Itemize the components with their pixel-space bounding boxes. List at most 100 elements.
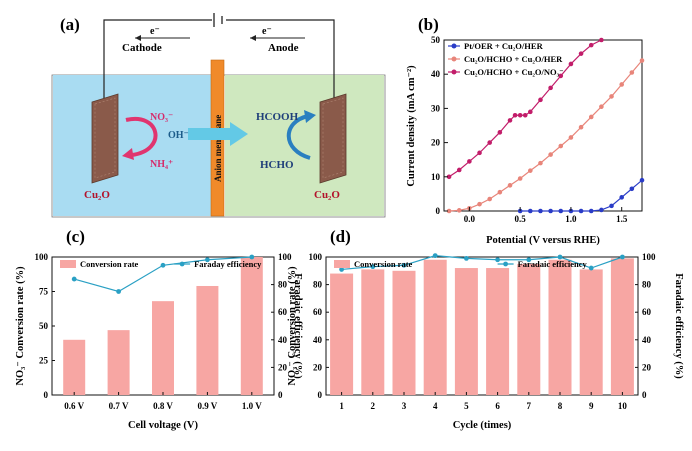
y-tick-label-c: 75 <box>39 287 49 297</box>
anode-label: Anode <box>268 42 299 54</box>
x-tick-label-d: 3 <box>402 401 407 411</box>
data-point-b-2 <box>599 104 604 109</box>
anode-electrode <box>319 93 347 184</box>
legend-marker-b-1 <box>451 43 457 49</box>
data-point-b-3 <box>522 112 528 118</box>
y-tick-label-c: 100 <box>35 252 49 262</box>
x-tick-label-d: 2 <box>371 401 376 411</box>
x-tick-label-d: 5 <box>464 401 469 411</box>
legend-line-marker-d <box>503 261 508 267</box>
fe-line-d <box>341 255 623 271</box>
y-axis-label-c: NO₃⁻ Conversion rate (%) <box>15 266 26 386</box>
data-point-b-2 <box>487 196 492 202</box>
bar-d-5 <box>454 268 478 395</box>
oh-flux-arrow <box>188 128 230 140</box>
fe-point-c-5 <box>249 254 255 260</box>
data-point-b-2 <box>629 70 635 75</box>
y2-tick-label-c: 80 <box>278 280 288 290</box>
panel-c-chart: 0.6 V 0.7 V 0.8 V 0.9 V 1.0 V 0 25 50 75 100 0 20 40… <box>15 252 303 431</box>
bar-d-8 <box>548 259 572 395</box>
bar-c-2 <box>107 330 130 395</box>
data-point-b-3 <box>599 37 604 43</box>
y2-tick-label-c: 0 <box>278 390 283 400</box>
y-tick-label-b: 10 <box>431 172 441 182</box>
panel-label-a: (a) <box>60 15 80 34</box>
fe-point-c-3 <box>160 262 166 268</box>
y-tick-label-b: 50 <box>431 35 441 45</box>
electron-label-left: e⁻ <box>150 26 160 37</box>
data-point-b-2 <box>507 183 513 188</box>
oh-label: OH⁻ <box>168 130 189 141</box>
bar-d-2 <box>361 269 385 395</box>
plot-frame-b <box>443 39 643 212</box>
anode-chamber <box>225 75 384 216</box>
panel-a-schematic: Anion membrane e⁻ e⁻ Cathode Anode Cu₂O … <box>51 13 386 218</box>
data-point-b-3 <box>538 97 543 103</box>
plot-frame-d <box>325 256 639 396</box>
bar-d-3 <box>392 270 416 395</box>
data-point-b-3 <box>497 130 503 135</box>
panel-b-chart: 0.0 0.5 1.0 1.5 0 10 20 30 40 50 Pt/OER + Cu₂O/HE… <box>406 35 645 246</box>
data-point-b-1 <box>639 177 645 183</box>
data-point-b-3 <box>446 174 452 180</box>
y-tick-label-d: 80 <box>313 280 323 290</box>
x-tick-label-d: 7 <box>527 401 532 411</box>
legend-bar-swatch-d <box>334 260 350 268</box>
bar-d-6 <box>486 268 510 395</box>
y-tick-label-c: 0 <box>44 390 49 400</box>
x-tick-label-d: 10 <box>618 401 628 411</box>
x-tick-label-c: 0.8 V <box>153 401 173 411</box>
data-point-b-2 <box>568 135 574 140</box>
y2-axis-label-d: Faradaic efficiency (%) <box>673 273 684 379</box>
data-point-b-1 <box>599 207 604 213</box>
fe-point-c-1 <box>71 276 77 282</box>
data-point-b-1 <box>558 208 564 214</box>
data-point-b-1 <box>578 208 584 214</box>
legend-bar-label-d: Conversion rate <box>354 259 413 269</box>
fe-point-d-9 <box>588 265 594 271</box>
y-tick-label-d: 100 <box>309 252 323 262</box>
bar-d-10 <box>610 258 634 395</box>
electron-arrowhead-left <box>135 35 141 41</box>
legend-marker-b-2 <box>451 56 457 62</box>
y2-tick-label-c: 20 <box>278 362 288 372</box>
cathode-label: Cathode <box>122 42 162 54</box>
data-point-b-2 <box>588 114 594 120</box>
data-point-b-3 <box>467 159 472 164</box>
fe-point-d-8 <box>557 254 563 260</box>
x-tick-label-c: 1.0 V <box>242 401 262 411</box>
data-point-b-2 <box>639 58 645 63</box>
data-point-b-2 <box>477 201 482 207</box>
data-point-b-2 <box>517 176 523 181</box>
data-point-b-2 <box>548 152 553 157</box>
x-tick-label-d: 4 <box>433 401 438 411</box>
data-point-b-3 <box>507 118 513 123</box>
bar-d-1 <box>330 273 354 395</box>
data-point-b-3 <box>512 112 518 118</box>
x-tick-label-c: 0.6 V <box>64 401 84 411</box>
x-tick-label-b: 1.0 <box>565 214 577 224</box>
data-point-b-1 <box>548 208 553 214</box>
data-point-b-3 <box>568 61 574 67</box>
x-axis-label-d: Cycle (times) <box>453 420 512 431</box>
x-axis-label-b: Potential (V versus RHE) <box>486 235 600 246</box>
cathode-electrode <box>91 93 119 184</box>
y2-tick-label-c: 100 <box>278 252 292 262</box>
external-wire <box>103 19 335 130</box>
data-point-b-3 <box>578 51 584 56</box>
membrane-label: Anion membrane <box>213 115 223 182</box>
y-tick-label-b: 30 <box>431 103 441 113</box>
x-tick-label-c: 0.9 V <box>197 401 217 411</box>
legend-bar-swatch-c <box>60 260 76 268</box>
bar-c-1 <box>63 339 86 395</box>
x-tick-label-d: 9 <box>589 401 594 411</box>
data-point-b-2 <box>609 94 614 99</box>
y-axis-label-b: Current density (mA cm⁻²) <box>406 65 417 187</box>
bar-c-5 <box>240 257 263 395</box>
y-tick-label-d: 40 <box>313 335 323 345</box>
bar-c-3 <box>152 301 174 395</box>
series-line-b-2 <box>449 60 643 212</box>
fe-point-d-5 <box>464 255 469 261</box>
y2-tick-label-d: 80 <box>642 280 652 290</box>
x-tick-label-c: 0.7 V <box>109 401 129 411</box>
